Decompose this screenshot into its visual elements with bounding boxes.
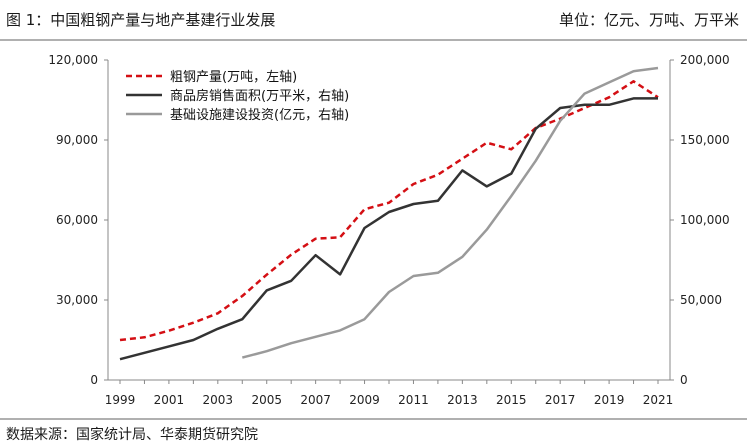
x-tick-label: 2009 <box>349 393 380 407</box>
x-tick-label: 2005 <box>251 393 282 407</box>
y-right-tick-label: 150,000 <box>680 133 730 147</box>
y-left-tick-label: 90,000 <box>56 133 98 147</box>
x-tick-label: 2011 <box>398 393 429 407</box>
y-left-tick-label: 0 <box>90 373 98 387</box>
legend-label-3: 基础设施建设投资(亿元，右轴) <box>170 107 349 123</box>
series-line-1 <box>119 80 659 342</box>
x-tick-label: 2017 <box>545 393 576 407</box>
y-right-tick-label: 50,000 <box>680 293 722 307</box>
x-tick-label: 2019 <box>594 393 625 407</box>
legend-label-2: 商品房销售面积(万平米，右轴) <box>170 88 349 104</box>
y-right-tick-label: 100,000 <box>680 213 730 227</box>
series-line-2 <box>119 97 658 361</box>
bottom-divider <box>0 418 747 420</box>
legend-label-1: 粗钢产量(万吨，左轴) <box>170 70 297 85</box>
y-right-tick-label: 0 <box>680 373 688 387</box>
y-left-tick-label: 120,000 <box>48 53 98 67</box>
x-tick-label: 2013 <box>447 393 478 407</box>
x-tick-label: 2003 <box>203 393 234 407</box>
x-tick-label: 1999 <box>105 393 136 407</box>
source-note: 数据来源：国家统计局、华泰期货研究院 <box>6 427 258 443</box>
x-tick-label: 2001 <box>154 393 185 407</box>
top-divider <box>0 39 747 41</box>
title-bar: 图 1：中国粗钢产量与地产基建行业发展 单位：亿元、万吨、万平米 <box>0 0 747 36</box>
unit-label: 单位：亿元、万吨、万平米 <box>558 11 739 29</box>
y-left-tick-label: 60,000 <box>56 213 98 227</box>
y-right-tick-label: 200,000 <box>680 53 730 67</box>
x-tick-label: 2007 <box>300 393 331 407</box>
chart-title: 图 1：中国粗钢产量与地产基建行业发展 <box>6 11 276 29</box>
y-left-tick-label: 30,000 <box>56 293 98 307</box>
series-line-3 <box>241 66 659 359</box>
x-tick-label: 2021 <box>643 393 674 407</box>
x-tick-label: 2015 <box>496 393 527 407</box>
